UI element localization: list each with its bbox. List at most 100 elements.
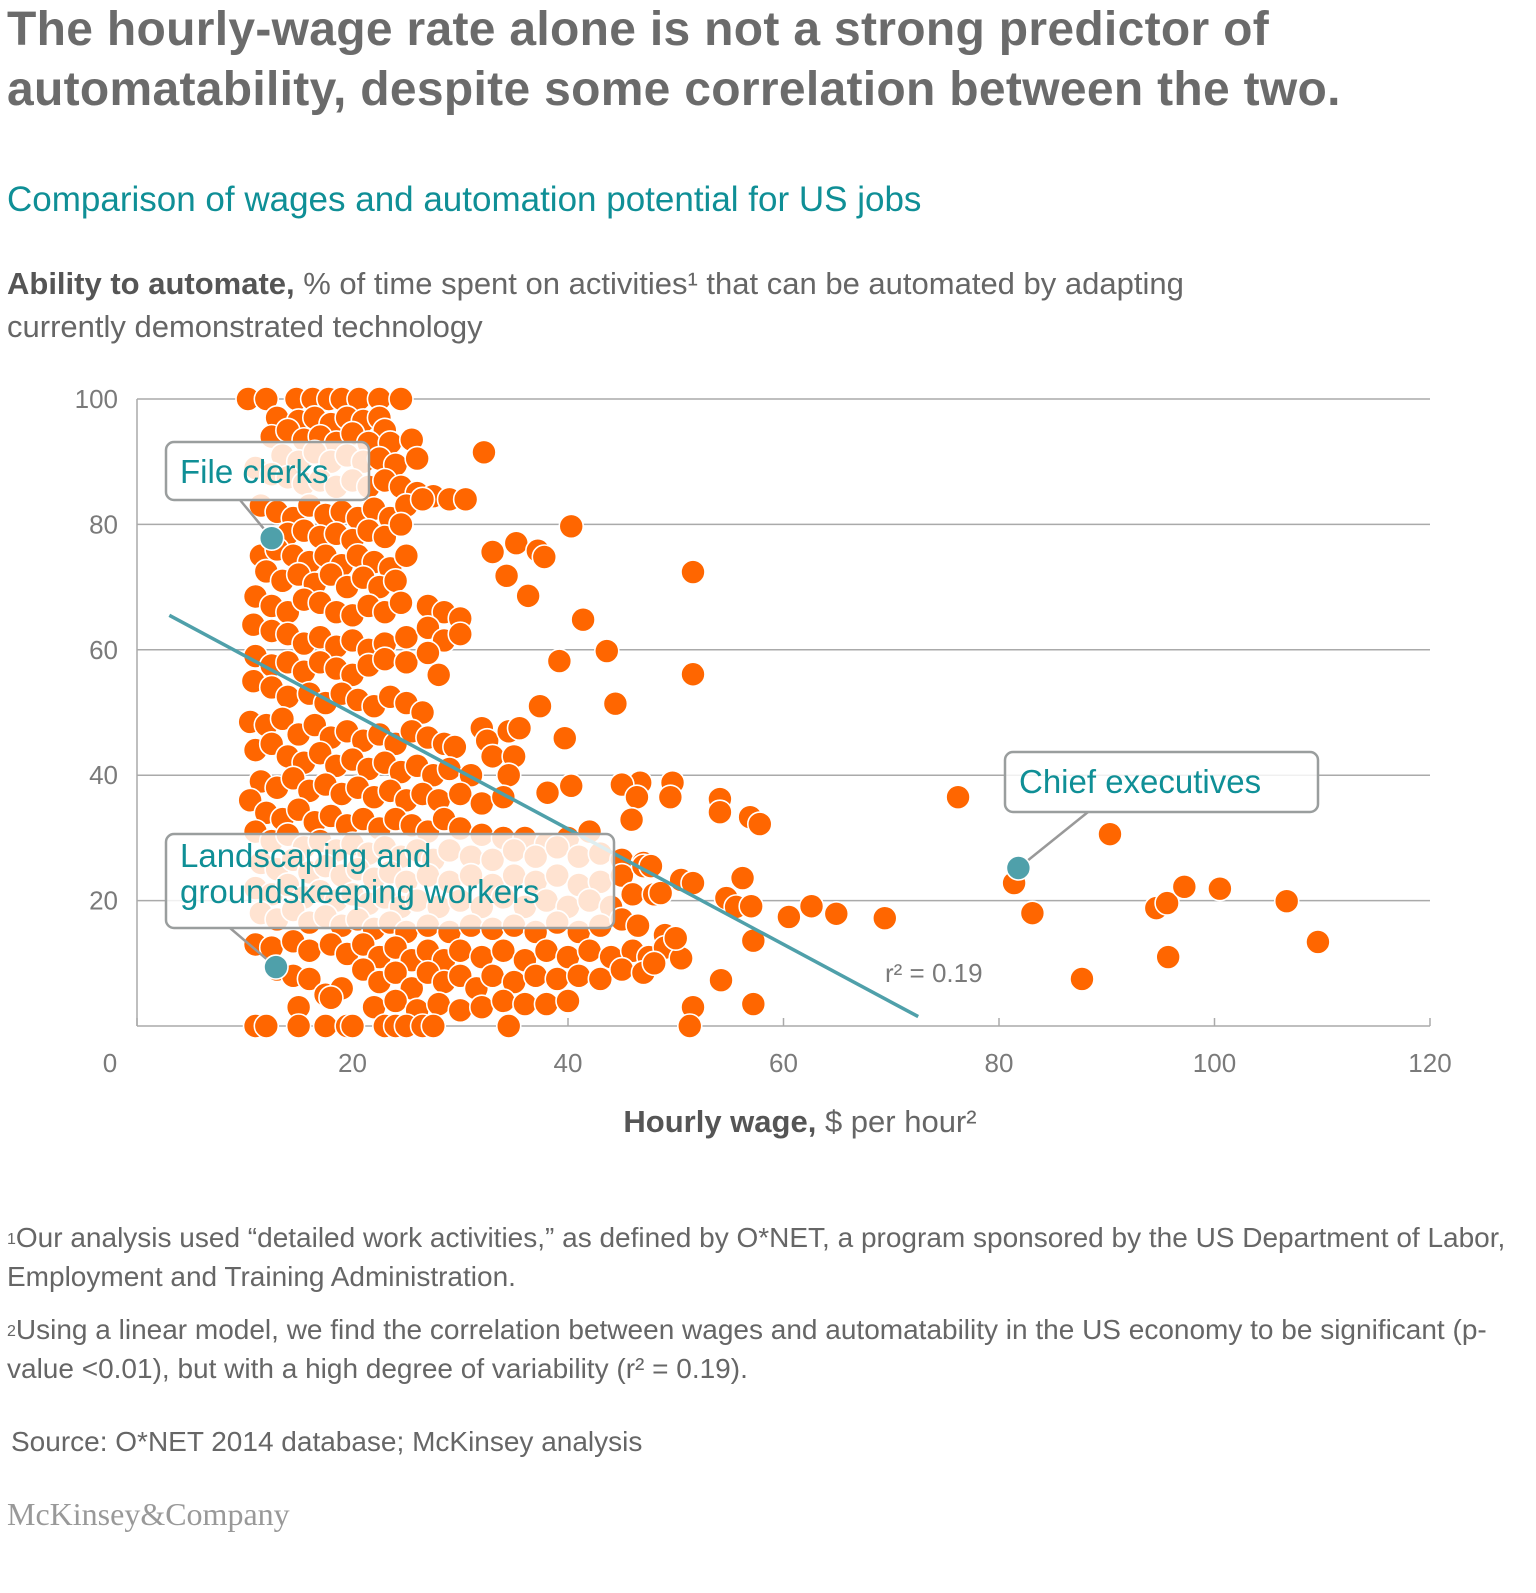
data-point	[533, 937, 560, 964]
y-tick-label: 20	[89, 886, 118, 916]
data-point	[468, 790, 495, 817]
data-point	[452, 486, 479, 513]
data-point	[625, 912, 651, 939]
data-point	[619, 881, 646, 908]
footnote-text: Our analysis used “detailed work activit…	[7, 1222, 1506, 1292]
data-point	[479, 743, 506, 770]
data-point	[647, 880, 674, 906]
source-note: Source: O*NET 2014 database; McKinsey an…	[11, 1426, 643, 1457]
data-point	[493, 563, 520, 589]
x-axis-label-rest: $ per hour²	[816, 1104, 977, 1139]
callout-label: File clerks	[180, 453, 329, 490]
data-point	[393, 624, 420, 651]
callout-box	[1003, 750, 1320, 814]
data-point	[1019, 900, 1046, 926]
x-tick-label: 100	[1193, 1048, 1236, 1078]
data-point	[490, 937, 517, 964]
data-point	[662, 925, 689, 952]
data-point	[388, 511, 414, 538]
y-axis-label-rest: % of time spent on activities¹ that can …	[7, 266, 1184, 344]
data-point	[318, 984, 344, 1011]
footnote-1: 1Our analysis used “detailed work activi…	[7, 1218, 1532, 1296]
data-point	[415, 640, 441, 666]
x-tick-label: 0	[103, 1048, 117, 1078]
data-point	[285, 1013, 312, 1039]
highlight-point	[263, 954, 289, 980]
chart-subtitle: Comparison of wages and automation poten…	[7, 180, 922, 219]
x-tick-label: 60	[769, 1048, 798, 1078]
data-point	[570, 606, 596, 633]
data-point	[312, 1013, 339, 1039]
footnote-text: Using a linear model, we find the correl…	[7, 1314, 1487, 1384]
data-point	[746, 811, 773, 837]
data-point	[393, 649, 420, 676]
data-point	[707, 799, 733, 825]
x-tick-label: 80	[985, 1048, 1014, 1078]
data-point	[641, 950, 668, 977]
data-point	[468, 994, 495, 1020]
data-point	[729, 865, 756, 891]
data-point	[527, 693, 553, 720]
callout-box	[164, 440, 371, 502]
data-point	[1305, 929, 1331, 955]
callout-label: groundskeeping workers	[180, 873, 540, 910]
data-point	[447, 937, 474, 964]
data-point	[609, 956, 635, 983]
data-point	[409, 486, 436, 513]
data-point	[372, 646, 398, 673]
data-point	[823, 900, 850, 927]
data-point	[740, 991, 767, 1017]
data-point	[490, 988, 517, 1014]
footnote-mark: 1	[7, 1231, 16, 1248]
footnote-mark: 2	[7, 1323, 16, 1340]
data-point	[565, 963, 592, 989]
data-point	[382, 959, 409, 986]
data-point	[447, 997, 474, 1024]
chart-title: The hourly-wage rate alone is not a stro…	[7, 3, 1341, 116]
data-point	[503, 530, 530, 557]
highlight-point	[258, 525, 285, 551]
mckinsey-logo: McKinsey&Company	[7, 1496, 290, 1532]
data-point	[676, 1013, 703, 1039]
data-point	[558, 773, 585, 799]
x-tick-label: 40	[554, 1048, 583, 1078]
data-point	[515, 583, 541, 609]
trend-line	[168, 613, 920, 1019]
data-point	[576, 937, 603, 964]
data-point	[495, 1013, 522, 1039]
callout-leader	[1017, 811, 1089, 869]
data-point	[602, 690, 629, 717]
data-point	[587, 966, 614, 992]
data-point	[776, 904, 802, 930]
footnote-2: 2Using a linear model, we find the corre…	[7, 1310, 1532, 1388]
data-point	[425, 662, 452, 688]
y-tick-label: 40	[89, 760, 118, 790]
data-point	[404, 445, 430, 472]
data-point	[339, 1013, 366, 1039]
data-point	[1097, 821, 1123, 847]
data-point	[420, 1013, 447, 1039]
data-point	[269, 705, 296, 732]
y-axis-label-bold: Ability to automate,	[7, 266, 295, 301]
x-axis-label: Hourly wage, $ per hour²	[0, 1104, 1536, 1140]
data-point	[551, 725, 578, 752]
data-point	[1171, 874, 1198, 900]
data-point	[388, 589, 414, 616]
callout-label: Chief executives	[1019, 763, 1261, 800]
y-axis-label: Ability to automate, % of time spent on …	[7, 262, 1257, 348]
callout-label: Landscaping and	[180, 837, 431, 874]
data-point	[296, 966, 323, 992]
data-point	[624, 784, 650, 810]
data-point	[1273, 888, 1300, 915]
data-point	[275, 684, 301, 710]
data-point	[657, 784, 684, 810]
data-point	[680, 661, 706, 688]
data-point	[533, 991, 560, 1017]
data-point	[447, 781, 474, 807]
data-point	[1154, 890, 1180, 916]
data-point	[447, 621, 474, 647]
data-point	[534, 779, 561, 806]
x-tick-label: 120	[1408, 1048, 1451, 1078]
data-points	[235, 386, 1331, 1039]
data-point	[479, 963, 506, 989]
